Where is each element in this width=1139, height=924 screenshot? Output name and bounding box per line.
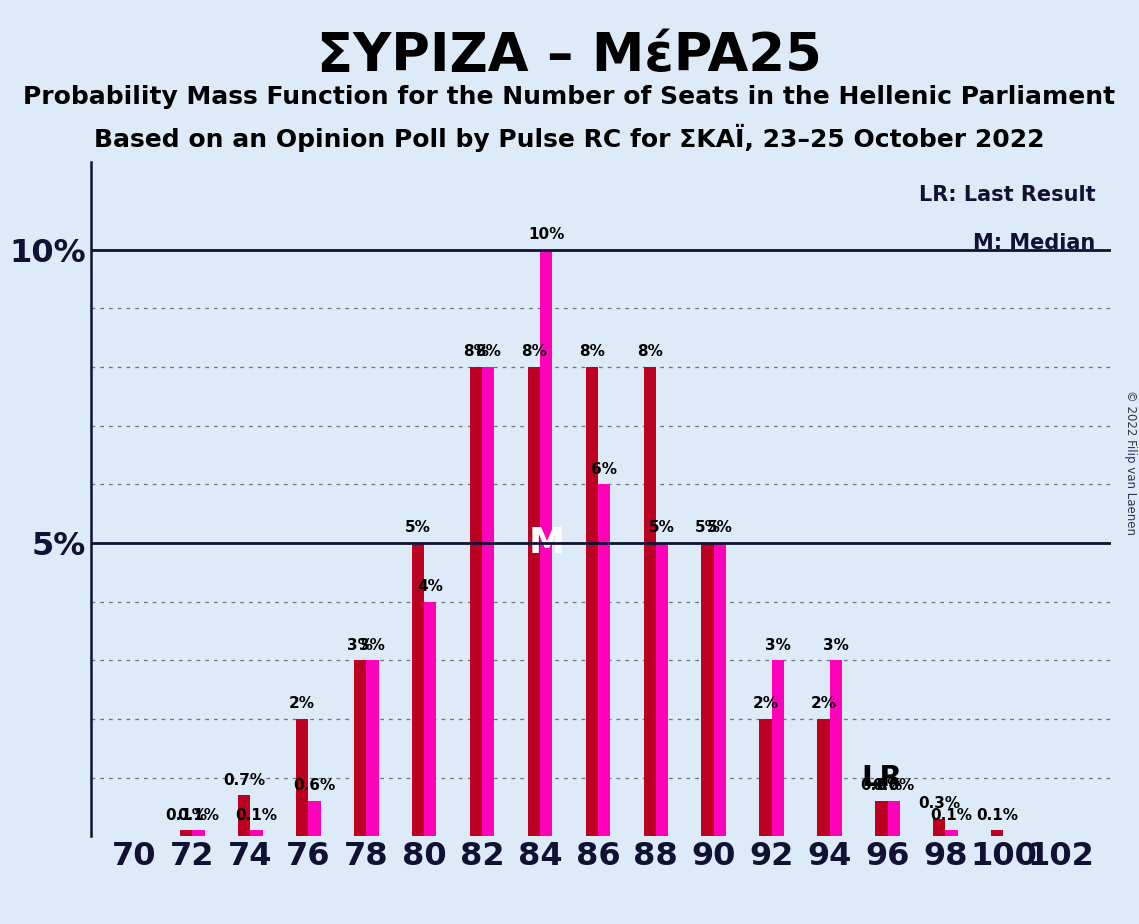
Text: ΣΥΡΙΖΑ – ΜέPA25: ΣΥΡΙΖΑ – ΜέPA25 — [317, 30, 822, 81]
Bar — [412, 543, 424, 836]
Text: 0.1%: 0.1% — [165, 808, 207, 822]
Bar — [469, 367, 482, 836]
Text: 0.6%: 0.6% — [860, 778, 902, 794]
Text: 0.1%: 0.1% — [976, 808, 1018, 822]
Text: LR: LR — [861, 763, 902, 792]
Text: 6%: 6% — [591, 462, 617, 477]
Bar — [585, 367, 598, 836]
Bar — [818, 719, 829, 836]
Bar — [598, 484, 611, 836]
Bar — [656, 543, 669, 836]
Bar — [180, 831, 192, 836]
Text: 8%: 8% — [475, 345, 501, 359]
Text: 8%: 8% — [521, 345, 547, 359]
Bar — [933, 819, 945, 836]
Text: 2%: 2% — [289, 697, 316, 711]
Text: 8%: 8% — [462, 345, 489, 359]
Text: 10%: 10% — [528, 227, 564, 242]
Bar — [772, 661, 784, 836]
Text: 3%: 3% — [822, 638, 849, 652]
Bar — [296, 719, 309, 836]
Text: 0.1%: 0.1% — [236, 808, 278, 822]
Bar — [309, 801, 321, 836]
Bar — [527, 367, 540, 836]
Bar — [714, 543, 726, 836]
Bar — [367, 661, 378, 836]
Text: 8%: 8% — [579, 345, 605, 359]
Text: 5%: 5% — [405, 520, 431, 535]
Text: 3%: 3% — [765, 638, 790, 652]
Text: 5%: 5% — [707, 520, 732, 535]
Text: M: Median: M: Median — [973, 233, 1096, 252]
Bar — [644, 367, 656, 836]
Text: 2%: 2% — [811, 697, 836, 711]
Bar — [192, 831, 205, 836]
Text: 0.3%: 0.3% — [918, 796, 960, 811]
Text: 2%: 2% — [753, 697, 779, 711]
Bar — [540, 249, 552, 836]
Text: 0.6%: 0.6% — [294, 778, 336, 794]
Text: 5%: 5% — [695, 520, 721, 535]
Bar — [875, 801, 887, 836]
Text: 0.1%: 0.1% — [931, 808, 973, 822]
Text: Probability Mass Function for the Number of Seats in the Hellenic Parliament: Probability Mass Function for the Number… — [24, 85, 1115, 109]
Text: 0.1%: 0.1% — [178, 808, 220, 822]
Text: © 2022 Filip van Laenen: © 2022 Filip van Laenen — [1124, 390, 1137, 534]
Text: LR: Last Result: LR: Last Result — [919, 186, 1096, 205]
Bar — [887, 801, 900, 836]
Bar — [945, 831, 958, 836]
Text: 0.7%: 0.7% — [223, 772, 265, 787]
Text: 3%: 3% — [360, 638, 385, 652]
Bar — [354, 661, 367, 836]
Text: Based on an Opinion Poll by Pulse RC for ΣΚΑΪ, 23–25 October 2022: Based on an Opinion Poll by Pulse RC for… — [95, 124, 1044, 152]
Text: 5%: 5% — [649, 520, 675, 535]
Bar — [238, 796, 251, 836]
Bar — [424, 602, 436, 836]
Bar — [829, 661, 842, 836]
Bar — [251, 831, 263, 836]
Bar — [991, 831, 1003, 836]
Text: M: M — [528, 526, 564, 560]
Bar — [760, 719, 772, 836]
Bar — [702, 543, 714, 836]
Text: 8%: 8% — [637, 345, 663, 359]
Text: 0.6%: 0.6% — [872, 778, 915, 794]
Text: 3%: 3% — [347, 638, 374, 652]
Bar — [482, 367, 494, 836]
Text: 4%: 4% — [417, 579, 443, 594]
